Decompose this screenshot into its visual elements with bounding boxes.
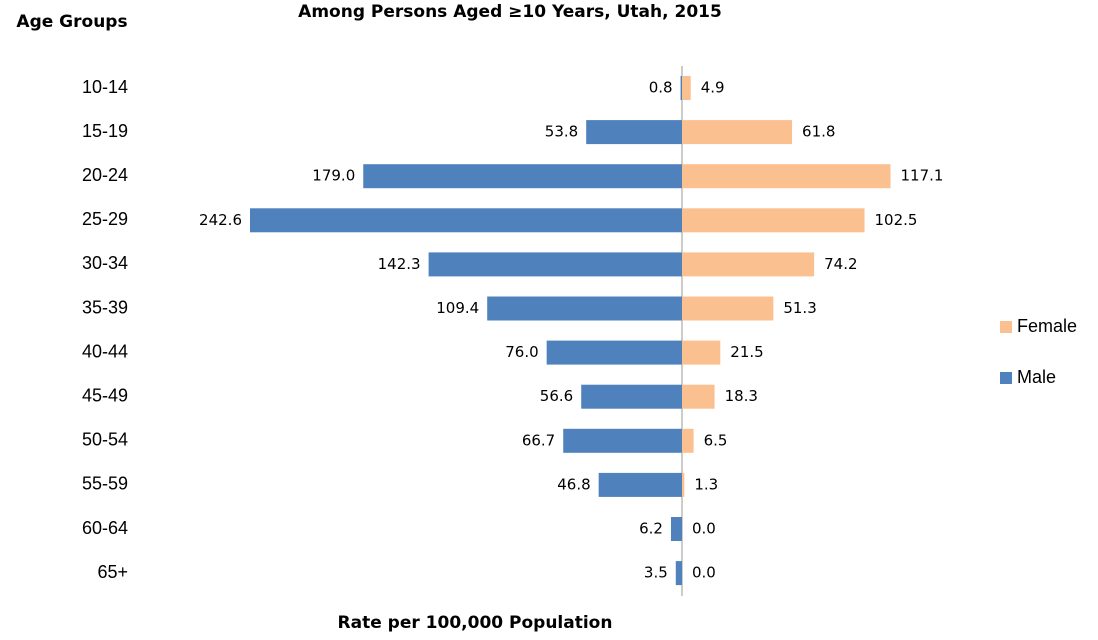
bar: [682, 120, 793, 145]
bar: [682, 428, 694, 453]
legend-swatch: [1000, 372, 1012, 384]
y-tick-label: 65+: [97, 562, 128, 582]
data-label: 6.2: [639, 520, 663, 538]
bar: [670, 517, 682, 541]
data-label: 21.5: [730, 343, 763, 361]
data-label: 66.7: [522, 431, 555, 449]
data-label: 0.8: [649, 79, 673, 97]
bar: [682, 252, 815, 277]
data-label: 76.0: [505, 343, 538, 361]
legend-swatch: [1000, 321, 1012, 333]
y-tick-label: 35-39: [82, 297, 128, 317]
y-tick-label: 55-59: [82, 474, 128, 494]
bar: [682, 208, 865, 233]
legend-label: Female: [1017, 316, 1077, 336]
bar: [598, 472, 682, 497]
data-label: 142.3: [378, 255, 421, 273]
chart-title: Among Persons Aged ≥10 Years, Utah, 2015: [298, 2, 722, 22]
y-tick-label: 50-54: [82, 430, 128, 450]
data-label: 46.8: [557, 475, 590, 493]
bar: [250, 208, 682, 233]
y-tick-label: 15-19: [82, 121, 128, 141]
data-label: 0.0: [692, 520, 716, 538]
bar: [546, 340, 682, 365]
bar: [363, 164, 682, 189]
bar: [428, 252, 682, 277]
y-tick-label: 40-44: [82, 341, 128, 361]
data-label: 61.8: [802, 123, 835, 141]
data-label: 18.3: [725, 387, 758, 405]
bar: [487, 296, 682, 321]
bar: [563, 428, 682, 453]
y-axis-label: Age Groups: [16, 12, 127, 32]
data-label: 1.3: [694, 475, 718, 493]
y-tick-label: 25-29: [82, 209, 128, 229]
data-label: 109.4: [436, 299, 479, 317]
bar: [586, 120, 682, 145]
bar: [682, 76, 691, 100]
data-label: 51.3: [783, 299, 816, 317]
data-label: 6.5: [704, 431, 728, 449]
data-label: 102.5: [875, 211, 918, 229]
y-tick-label: 10-14: [82, 77, 128, 97]
data-label: 179.0: [312, 167, 355, 185]
bar: [682, 384, 715, 409]
x-axis-label: Rate per 100,000 Population: [338, 613, 613, 633]
y-tick-label: 45-49: [82, 385, 128, 405]
bar: [682, 340, 721, 365]
bar: [675, 561, 682, 586]
data-label: 117.1: [901, 167, 944, 185]
data-label: 0.0: [692, 564, 716, 582]
data-label: 56.6: [540, 387, 573, 405]
legend-label: Male: [1017, 367, 1056, 387]
bar: [680, 76, 682, 100]
data-label: 74.2: [824, 255, 857, 273]
data-label: 4.9: [701, 79, 725, 97]
y-tick-label: 60-64: [82, 518, 128, 538]
bar: [682, 472, 685, 497]
y-tick-label: 20-24: [82, 165, 128, 185]
data-label: 53.8: [545, 123, 578, 141]
data-label: 3.5: [644, 564, 668, 582]
data-label: 242.6: [199, 211, 242, 229]
y-tick-label: 30-34: [82, 253, 128, 273]
bar: [682, 164, 891, 189]
bar: [581, 384, 682, 409]
bar: [682, 296, 774, 321]
